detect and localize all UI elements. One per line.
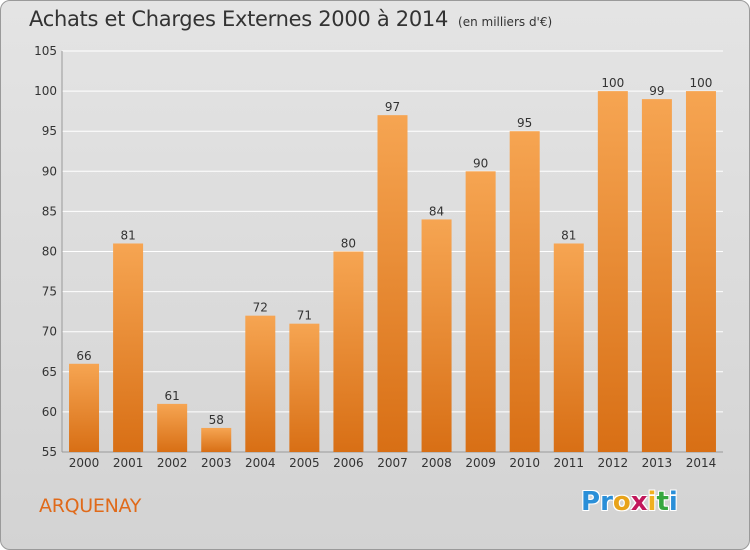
logo-letter: i [647, 487, 657, 517]
bar-value-label: 80 [341, 237, 356, 251]
logo-letter: o [612, 487, 631, 517]
y-tick-label: 60 [42, 405, 57, 419]
bar [157, 403, 188, 452]
y-tick-label: 70 [42, 325, 57, 339]
x-tick-label: 2006 [333, 456, 364, 470]
proxiti-logo: Proxiti [581, 487, 678, 517]
y-tick-label: 55 [42, 445, 57, 459]
x-tick-label: 2002 [157, 456, 188, 470]
y-tick-label: 75 [42, 285, 57, 299]
bar-value-label: 84 [429, 204, 444, 218]
chart-unit: (en milliers d'€) [458, 15, 553, 29]
logo-letter: r [600, 487, 613, 517]
bar-value-label: 95 [517, 116, 532, 130]
bar [333, 251, 364, 452]
bar-value-label: 99 [649, 84, 664, 98]
chart-title: Achats et Charges Externes 2000 à 2014 (e… [29, 7, 552, 31]
bars [69, 91, 716, 453]
y-tick-labels: 55 60 65 70 75 80 85 90 95 100 105 [34, 44, 57, 459]
bar-value-label: 100 [601, 76, 624, 90]
bar [69, 363, 100, 452]
x-tick-label: 2004 [245, 456, 276, 470]
y-tick-label: 105 [34, 44, 57, 58]
x-tick-label: 2001 [113, 456, 144, 470]
y-tick-label: 65 [42, 365, 57, 379]
y-tick-label: 85 [42, 204, 57, 218]
bar [421, 219, 452, 452]
bar-value-label: 100 [690, 76, 713, 90]
bar [289, 323, 320, 452]
x-tick-label: 2013 [642, 456, 673, 470]
bar-value-label: 71 [297, 309, 312, 323]
chart-title-text: Achats et Charges Externes 2000 à 2014 [29, 7, 449, 31]
y-tick-label: 90 [42, 164, 57, 178]
bar [465, 171, 496, 453]
logo-letter: P [581, 487, 601, 517]
y-tick-label: 95 [42, 124, 57, 138]
bar [377, 115, 408, 452]
x-tick-labels: 2000 2001 2002 2003 2004 2005 2006 2007 2008 2009… [69, 456, 716, 470]
x-tick-label: 2011 [553, 456, 584, 470]
x-tick-label: 2005 [289, 456, 320, 470]
bar-value-label: 58 [209, 413, 224, 427]
x-tick-label: 2009 [465, 456, 496, 470]
x-tick-label: 2007 [377, 456, 408, 470]
bar [201, 427, 232, 452]
x-tick-label: 2012 [598, 456, 629, 470]
x-tick-label: 2010 [509, 456, 540, 470]
bar [685, 91, 716, 452]
x-tick-label: 2014 [686, 456, 717, 470]
bar [553, 243, 584, 452]
value-labels: 66 81 61 58 72 71 80 97 84 90 95 81 100 99 100 [76, 76, 712, 427]
bar [597, 91, 628, 452]
y-tick-label: 100 [34, 84, 57, 98]
bar-value-label: 90 [473, 156, 488, 170]
bar [113, 243, 144, 452]
bar-value-label: 72 [253, 301, 268, 315]
bar [641, 99, 672, 453]
bar-value-label: 81 [561, 228, 576, 242]
bar-value-label: 66 [76, 349, 91, 363]
x-tick-label: 2003 [201, 456, 232, 470]
bar-value-label: 97 [385, 100, 400, 114]
logo-letter: x [630, 487, 648, 517]
bar-value-label: 81 [120, 228, 135, 242]
x-tick-label: 2008 [421, 456, 452, 470]
bar-value-label: 61 [165, 389, 180, 403]
logo-letter: i [668, 487, 678, 517]
y-tick-label: 80 [42, 245, 57, 259]
logo-letter: t [656, 487, 669, 517]
commune-name: ARQUENAY [39, 495, 142, 517]
x-tick-label: 2000 [69, 456, 100, 470]
bar [509, 131, 540, 452]
bar [245, 315, 276, 452]
